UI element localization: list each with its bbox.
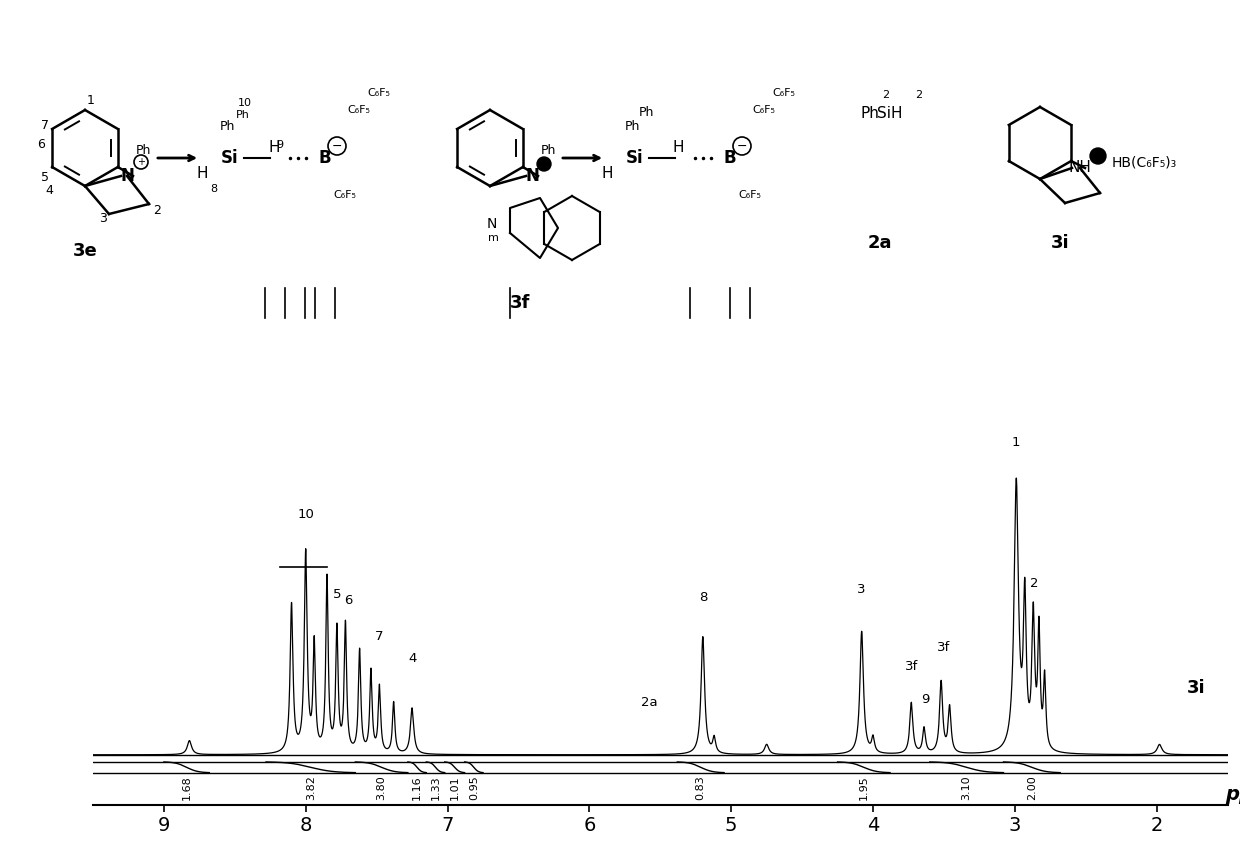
Text: Si: Si [221,149,239,167]
Text: N: N [487,217,497,231]
Text: −: − [737,140,748,152]
Text: 3: 3 [99,212,107,225]
Text: C₆F₅: C₆F₅ [334,190,356,200]
Text: 1: 1 [87,94,95,107]
Text: N: N [120,167,134,185]
Text: Ph: Ph [135,144,151,157]
Text: 10: 10 [238,98,252,108]
Text: 5: 5 [332,588,341,601]
Text: 2a: 2a [868,234,893,252]
Text: H: H [268,140,279,155]
Text: N: N [525,167,539,185]
Text: 7: 7 [41,119,50,132]
Text: 2.00: 2.00 [1027,775,1037,800]
Text: 8: 8 [210,184,217,194]
Text: C₆F₅: C₆F₅ [773,88,795,98]
Text: Ph: Ph [236,110,250,120]
Text: 2: 2 [882,90,889,100]
Text: C₆F₅: C₆F₅ [751,105,775,115]
Text: ppm: ppm [1225,786,1240,805]
Circle shape [537,157,551,171]
Text: 3i: 3i [1187,680,1205,698]
Text: 4: 4 [408,652,417,665]
Text: 10: 10 [298,508,314,521]
Text: 3.10: 3.10 [962,775,972,800]
Text: 9: 9 [921,693,930,706]
Text: NH: NH [1069,161,1091,175]
Text: m: m [489,233,498,243]
Text: 3i: 3i [1050,234,1069,252]
Text: 3.80: 3.80 [377,775,387,800]
Text: Ph: Ph [541,144,556,157]
Text: 6: 6 [343,594,352,607]
Text: 2: 2 [915,90,923,100]
Text: C₆F₅: C₆F₅ [738,190,761,200]
Text: 9: 9 [277,140,283,150]
Text: 1.68: 1.68 [181,775,192,800]
Text: B: B [319,149,331,167]
Text: Ph: Ph [625,120,640,133]
Text: Ph: Ph [639,106,655,119]
Text: 1: 1 [1012,436,1021,449]
Text: −: − [332,140,342,152]
Text: 8: 8 [698,591,707,604]
Text: C₆F₅: C₆F₅ [347,105,370,115]
Text: B: B [724,149,737,167]
Text: 1.33: 1.33 [430,775,440,800]
Text: Ph: Ph [861,106,879,121]
Text: C₆F₅: C₆F₅ [367,88,389,98]
Text: H: H [673,140,684,155]
Text: H: H [196,166,208,181]
Text: 3f: 3f [937,641,951,654]
Text: +: + [136,157,145,167]
Text: Si: Si [626,149,644,167]
Text: 2: 2 [153,204,161,217]
Text: 5: 5 [41,171,50,184]
Text: 3f: 3f [510,294,531,312]
Text: 1.01: 1.01 [450,775,460,800]
Text: Ph: Ph [219,120,236,133]
Text: HB(C₆F₅)₃: HB(C₆F₅)₃ [1112,155,1177,169]
Text: 7: 7 [376,630,383,643]
Text: 3.82: 3.82 [306,775,316,800]
Text: 0.83: 0.83 [696,775,706,800]
Text: 3e: 3e [73,242,98,260]
Text: 4: 4 [45,184,53,197]
Text: 1.95: 1.95 [859,775,869,800]
Circle shape [1090,148,1106,164]
Text: 3: 3 [857,583,866,596]
Text: H: H [601,166,613,181]
Text: 2a: 2a [641,696,657,709]
Text: 1.16: 1.16 [412,775,422,800]
Text: SiH: SiH [877,106,903,121]
Text: 6: 6 [37,138,45,151]
Text: 0.95: 0.95 [469,775,479,800]
Text: 3f: 3f [905,660,918,673]
Text: 2: 2 [1030,577,1039,590]
